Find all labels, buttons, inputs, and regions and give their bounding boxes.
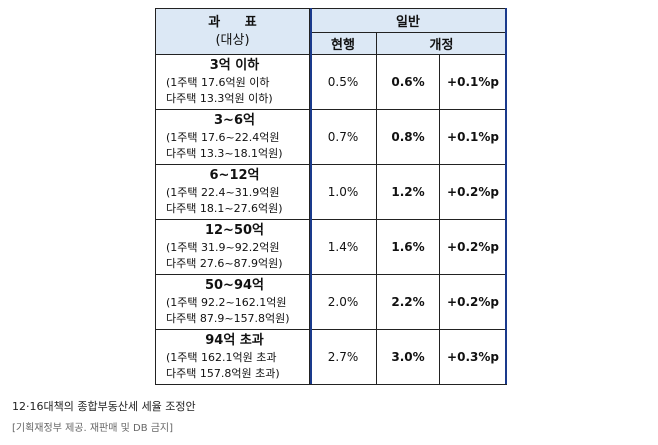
- row-subject: 3억 이하 (1주택 17.6억원 이하 다주택 13.3억원 이하): [155, 54, 310, 110]
- row-rate-change: +0.2%p: [438, 164, 508, 220]
- row-current-rate: 0.7%: [309, 109, 377, 165]
- row-multi-home: 다주택 13.3억원 이하): [166, 91, 273, 105]
- row-bracket: 3~6억: [214, 112, 255, 128]
- row-current-rate: 1.4%: [309, 219, 377, 275]
- row-single-home: (1주택 31.9~92.2억원: [166, 240, 280, 254]
- row-subject: 6~12억 (1주택 22.4~31.9억원 다주택 18.1~27.6억원): [155, 164, 310, 220]
- row-revised-rate: 2.2%: [376, 274, 440, 330]
- row-revised-rate: 3.0%: [376, 329, 440, 385]
- row-rate-change: +0.1%p: [438, 54, 508, 110]
- row-multi-home: 다주택 18.1~27.6억원): [166, 201, 283, 215]
- row-subject: 50~94억 (1주택 92.2~162.1억원 다주택 87.9~157.8억…: [155, 274, 310, 330]
- row-multi-home: 다주택 87.9~157.8억원): [166, 311, 290, 325]
- row-current-rate: 2.0%: [309, 274, 377, 330]
- row-current-rate: 2.7%: [309, 329, 377, 385]
- row-multi-home: 다주택 27.6~87.9억원): [166, 256, 283, 270]
- table-row: 3억 이하 (1주택 17.6억원 이하 다주택 13.3억원 이하) 0.5%…: [155, 54, 508, 110]
- row-multi-home: 다주택 13.3~18.1억원): [166, 146, 283, 160]
- header-group-general: 일반: [308, 8, 508, 33]
- header-current: 현행: [309, 32, 377, 55]
- row-subject: 12~50억 (1주택 31.9~92.2억원 다주택 27.6~87.9억원): [155, 219, 310, 275]
- header-subject-note: (대상): [215, 32, 250, 48]
- row-bracket: 50~94억: [204, 277, 265, 293]
- table-row: 50~94억 (1주택 92.2~162.1억원 다주택 87.9~157.8억…: [155, 274, 508, 330]
- table-row: 12~50억 (1주택 31.9~92.2억원 다주택 27.6~87.9억원)…: [155, 219, 508, 275]
- row-revised-rate: 0.8%: [376, 109, 440, 165]
- row-rate-change: +0.2%p: [438, 274, 508, 330]
- header-revised: 개정: [375, 32, 508, 55]
- row-multi-home: 다주택 157.8억원 초과): [166, 366, 280, 380]
- tax-rate-table: 과 표 (대상) 일반 현행 개정 3억 이하 (1주택 17.6억원 이하 다…: [155, 8, 508, 385]
- table-row: 3~6억 (1주택 17.6~22.4억원 다주택 13.3~18.1억원) 0…: [155, 109, 508, 165]
- row-bracket: 6~12억: [209, 167, 260, 183]
- row-subject: 3~6억 (1주택 17.6~22.4억원 다주택 13.3~18.1억원): [155, 109, 310, 165]
- row-single-home: (1주택 92.2~162.1억원: [166, 295, 287, 309]
- row-rate-change: +0.3%p: [438, 329, 508, 385]
- row-single-home: (1주택 17.6~22.4억원: [166, 130, 280, 144]
- row-rate-change: +0.1%p: [438, 109, 508, 165]
- image-caption: 12·16대책의 종합부동산세 세율 조정안: [12, 400, 196, 413]
- header-subject: 과 표 (대상): [155, 8, 310, 55]
- row-single-home: (1주택 22.4~31.9억원: [166, 185, 280, 199]
- header-subject-title: 과 표: [208, 14, 267, 30]
- row-current-rate: 1.0%: [309, 164, 377, 220]
- image-credit: [기획재정부 제공. 재판매 및 DB 금지]: [12, 423, 174, 434]
- row-subject: 94억 초과 (1주택 162.1억원 초과 다주택 157.8억원 초과): [155, 329, 310, 385]
- row-revised-rate: 0.6%: [376, 54, 440, 110]
- table-row: 94억 초과 (1주택 162.1억원 초과 다주택 157.8억원 초과) 2…: [155, 329, 508, 385]
- row-current-rate: 0.5%: [309, 54, 377, 110]
- row-bracket: 94억 초과: [205, 332, 264, 348]
- row-revised-rate: 1.6%: [376, 219, 440, 275]
- row-revised-rate: 1.2%: [376, 164, 440, 220]
- row-rate-change: +0.2%p: [438, 219, 508, 275]
- row-single-home: (1주택 17.6억원 이하: [166, 75, 270, 89]
- row-bracket: 3억 이하: [209, 57, 260, 73]
- table-row: 6~12억 (1주택 22.4~31.9억원 다주택 18.1~27.6억원) …: [155, 164, 508, 220]
- row-bracket: 12~50억: [204, 222, 265, 238]
- row-single-home: (1주택 162.1억원 초과: [166, 350, 277, 364]
